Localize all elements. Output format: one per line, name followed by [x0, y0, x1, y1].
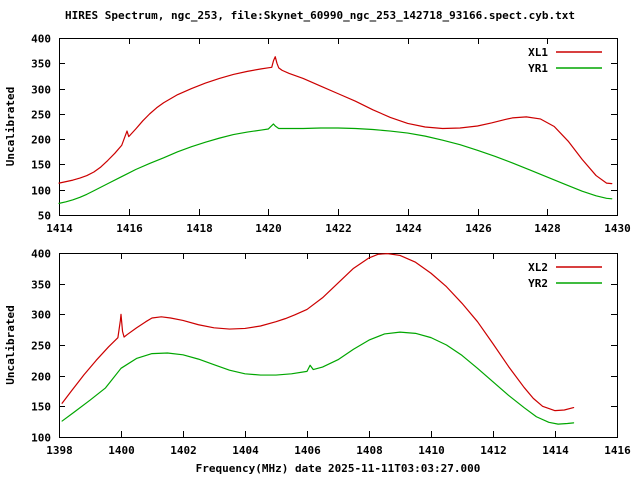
y-tick-label: 300: [31, 84, 51, 97]
x-tick-label: 1414: [46, 222, 73, 235]
x-tick-label: 1418: [186, 222, 213, 235]
x-tick-label: 1430: [604, 222, 631, 235]
x-tick-label: 1404: [232, 444, 259, 457]
x-tick-label: 1398: [46, 444, 73, 457]
x-tick-label: 1414: [542, 444, 569, 457]
y-axis-title: Uncalibrated: [4, 305, 17, 384]
y-tick-label: 400: [31, 33, 51, 46]
y-tick-label: 250: [31, 340, 51, 353]
y-tick-label: 150: [31, 159, 51, 172]
legend-label-XL1: XL1: [528, 46, 548, 59]
y-tick-label: 300: [31, 309, 51, 322]
y-axis-title: Uncalibrated: [4, 87, 17, 166]
y-tick-label: 100: [31, 185, 51, 198]
series-line-YR2: [61, 331, 575, 425]
y-tick-label: 250: [31, 109, 51, 122]
y-tick-label: 100: [31, 432, 51, 445]
x-tick-label: 1406: [294, 444, 321, 457]
x-tick-label: 1400: [108, 444, 135, 457]
chart-panel-top: 1414 1416 1418 1420 1422 1424 1426 1428 1430 50 10…: [4, 33, 631, 236]
y-tick-label: 200: [31, 371, 51, 384]
y-tick-label: 150: [31, 401, 51, 414]
y-tick-label: 200: [31, 134, 51, 147]
x-tick-label: 1416: [116, 222, 143, 235]
x-tick-label: 1426: [465, 222, 492, 235]
series-line-XL2: [61, 253, 575, 412]
y-tick-label: 50: [38, 210, 51, 223]
x-tick-label: 1410: [418, 444, 445, 457]
chart-panel-bottom: 1398 1400 1402 1404 1406 1408 1410 1412 1414 1416…: [4, 248, 631, 476]
y-tick-label: 350: [31, 279, 51, 292]
x-tick-label: 1420: [255, 222, 282, 235]
y-tick-label: 350: [31, 58, 51, 71]
x-tick-label: 1422: [325, 222, 352, 235]
legend-label-YR1: YR1: [528, 62, 548, 75]
y-tick-label: 400: [31, 248, 51, 261]
x-tick-label: 1424: [395, 222, 422, 235]
page-title: HIRES Spectrum, ngc_253, file:Skynet_609…: [65, 9, 575, 22]
x-tick-label: 1428: [534, 222, 561, 235]
x-tick-label: 1402: [170, 444, 197, 457]
x-tick-label: 1416: [604, 444, 631, 457]
x-tick-label: 1412: [480, 444, 507, 457]
legend-label-YR2: YR2: [528, 277, 548, 290]
legend-label-XL2: XL2: [528, 261, 548, 274]
series-line-XL1: [58, 56, 613, 185]
series-line-YR1: [58, 123, 613, 204]
x-tick-label: 1408: [356, 444, 383, 457]
x-axis-title: Frequency(MHz) date 2025-11-11T03:03:27.…: [196, 462, 481, 475]
